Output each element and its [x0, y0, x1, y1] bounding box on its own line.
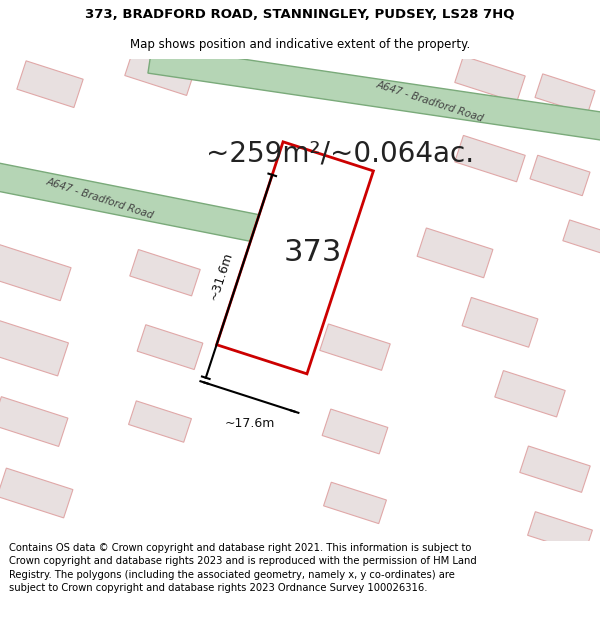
Polygon shape	[563, 220, 600, 256]
Polygon shape	[495, 371, 565, 417]
Text: 373: 373	[284, 238, 342, 268]
Text: 373, BRADFORD ROAD, STANNINGLEY, PUDSEY, LS28 7HQ: 373, BRADFORD ROAD, STANNINGLEY, PUDSEY,…	[85, 8, 515, 21]
Text: Map shows position and indicative extent of the property.: Map shows position and indicative extent…	[130, 38, 470, 51]
Polygon shape	[462, 298, 538, 348]
Polygon shape	[130, 249, 200, 296]
Text: ~31.6m: ~31.6m	[207, 251, 235, 302]
Polygon shape	[0, 245, 71, 301]
Polygon shape	[455, 56, 525, 102]
Text: A647 - Bradford Road: A647 - Bradford Road	[45, 176, 155, 221]
Polygon shape	[530, 155, 590, 196]
Polygon shape	[0, 468, 73, 518]
Polygon shape	[323, 482, 386, 524]
Polygon shape	[148, 46, 600, 142]
Polygon shape	[128, 401, 191, 442]
Polygon shape	[17, 61, 83, 108]
Polygon shape	[0, 160, 333, 257]
Text: A647 - Bradford Road: A647 - Bradford Road	[375, 79, 485, 123]
Text: Contains OS data © Crown copyright and database right 2021. This information is : Contains OS data © Crown copyright and d…	[9, 543, 477, 592]
Polygon shape	[137, 325, 203, 369]
Polygon shape	[125, 49, 195, 96]
Polygon shape	[0, 318, 68, 376]
Polygon shape	[320, 324, 390, 370]
Text: ~17.6m: ~17.6m	[224, 417, 275, 430]
Polygon shape	[520, 446, 590, 493]
Text: ~259m²/~0.064ac.: ~259m²/~0.064ac.	[206, 139, 474, 168]
Polygon shape	[455, 136, 525, 182]
Polygon shape	[527, 512, 592, 554]
Polygon shape	[417, 228, 493, 278]
Polygon shape	[0, 397, 68, 446]
Polygon shape	[217, 142, 373, 374]
Polygon shape	[535, 74, 595, 114]
Polygon shape	[322, 409, 388, 454]
